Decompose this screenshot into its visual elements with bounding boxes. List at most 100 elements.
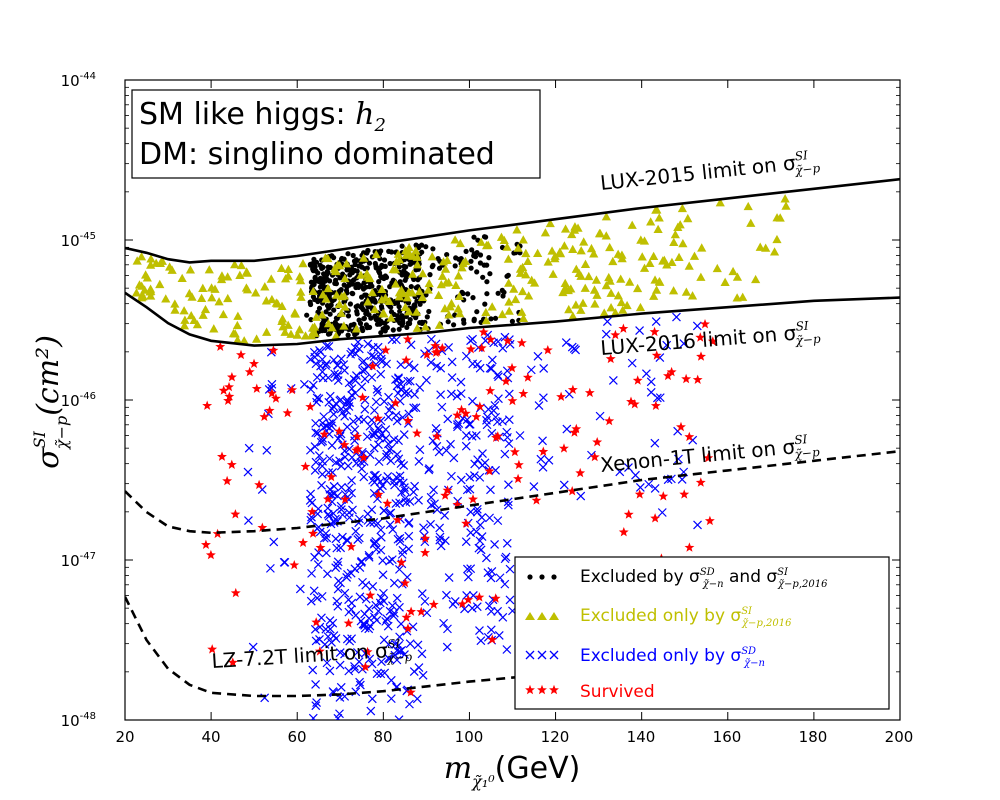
legend: Excluded by σSD χ̃−n and σSI χ̃−p,2016 Exc… <box>514 556 890 710</box>
point-cross <box>335 660 345 670</box>
point-cross <box>372 669 382 679</box>
point-cross <box>344 483 354 493</box>
point-triangle <box>146 254 156 263</box>
point-dot <box>477 260 483 266</box>
point-cross <box>333 561 342 570</box>
point-cross <box>336 354 346 364</box>
info-line-1: SM like higgs: h2 <box>139 97 386 136</box>
x-tick-labels: 20 40 60 80 100 120 140 160 180 200 <box>115 728 913 746</box>
point-cross <box>379 588 388 598</box>
point-triangle <box>292 330 302 339</box>
point-cross <box>655 393 665 403</box>
point-dot <box>319 265 325 271</box>
point-cross <box>342 634 352 644</box>
point-triangle <box>517 307 527 316</box>
point-triangle <box>400 246 411 255</box>
point-cross <box>405 639 415 649</box>
point-dot <box>481 262 487 268</box>
point-cross <box>389 578 399 588</box>
point-star <box>531 495 542 505</box>
point-star <box>501 376 511 386</box>
point-triangle <box>617 253 627 263</box>
point-cross <box>335 648 345 657</box>
point-star <box>360 661 371 672</box>
scatter-points <box>131 194 791 720</box>
point-cross <box>466 507 476 517</box>
point-star <box>268 345 279 355</box>
y-tick-label: 10-45 <box>61 231 96 250</box>
limit-curve-lux-2015 <box>125 177 900 264</box>
point-triangle <box>340 302 350 311</box>
point-cross <box>340 588 350 598</box>
point-cross <box>406 340 416 350</box>
point-triangle <box>412 260 422 269</box>
legend-entry-excluded-si: Excluded only by σSI χ̃−p,2016 <box>580 606 792 629</box>
point-cross <box>351 526 361 536</box>
point-cross <box>472 602 482 612</box>
point-cross <box>396 379 406 389</box>
point-cross <box>371 600 381 610</box>
point-triangle <box>417 292 428 302</box>
point-dot <box>407 261 413 267</box>
point-dot <box>378 292 385 298</box>
point-cross <box>394 715 404 720</box>
point-cross <box>432 441 442 451</box>
point-star <box>457 598 468 609</box>
point-cross <box>436 390 446 400</box>
point-dot <box>423 244 429 250</box>
point-cross <box>280 557 290 567</box>
point-cross <box>420 596 430 606</box>
point-star <box>222 475 233 486</box>
point-cross <box>404 519 414 528</box>
point-star <box>382 498 393 508</box>
point-cross <box>328 468 337 477</box>
y-tick-labels: 10-44 10-45 10-46 10-47 10-48 <box>61 71 96 730</box>
point-triangle <box>137 281 147 290</box>
point-dot <box>414 298 420 304</box>
legend-frame <box>514 556 890 710</box>
point-star <box>401 355 412 365</box>
point-cross <box>493 337 503 347</box>
point-cross <box>389 608 399 618</box>
point-triangle <box>367 288 377 297</box>
point-star <box>658 491 669 501</box>
info-line-2: DM: singlino dominated <box>139 137 495 172</box>
point-cross <box>679 339 689 348</box>
point-triangle <box>170 299 180 308</box>
point-cross <box>327 418 337 427</box>
point-triangle <box>252 334 262 343</box>
point-star <box>230 509 241 519</box>
point-triangle <box>384 296 394 305</box>
point-star <box>623 509 634 519</box>
point-cross <box>386 508 396 518</box>
point-triangle <box>627 220 637 229</box>
point-cross <box>384 653 393 663</box>
point-triangle <box>755 242 765 251</box>
point-cross <box>371 544 381 554</box>
point-cross <box>501 552 511 562</box>
point-triangle <box>453 304 463 313</box>
point-dot <box>486 255 492 261</box>
point-cross <box>382 359 391 369</box>
point-star <box>463 594 474 604</box>
point-star <box>604 415 615 426</box>
point-triangle <box>330 266 341 275</box>
point-triangle <box>412 323 422 332</box>
point-cross <box>376 532 386 542</box>
point-star <box>305 401 316 411</box>
point-cross <box>472 507 482 517</box>
point-star <box>259 411 270 421</box>
point-dot <box>308 317 314 323</box>
point-triangle <box>241 283 251 292</box>
point-triangle <box>533 248 543 257</box>
point-cross <box>336 404 346 414</box>
point-dot <box>327 303 333 309</box>
point-cross <box>424 465 434 475</box>
point-triangle <box>781 201 791 210</box>
point-triangle <box>371 249 381 259</box>
point-triangle <box>606 303 616 312</box>
point-triangle <box>564 304 574 314</box>
point-triangle <box>455 308 465 318</box>
point-triangle <box>146 291 156 300</box>
point-dot <box>384 325 390 331</box>
